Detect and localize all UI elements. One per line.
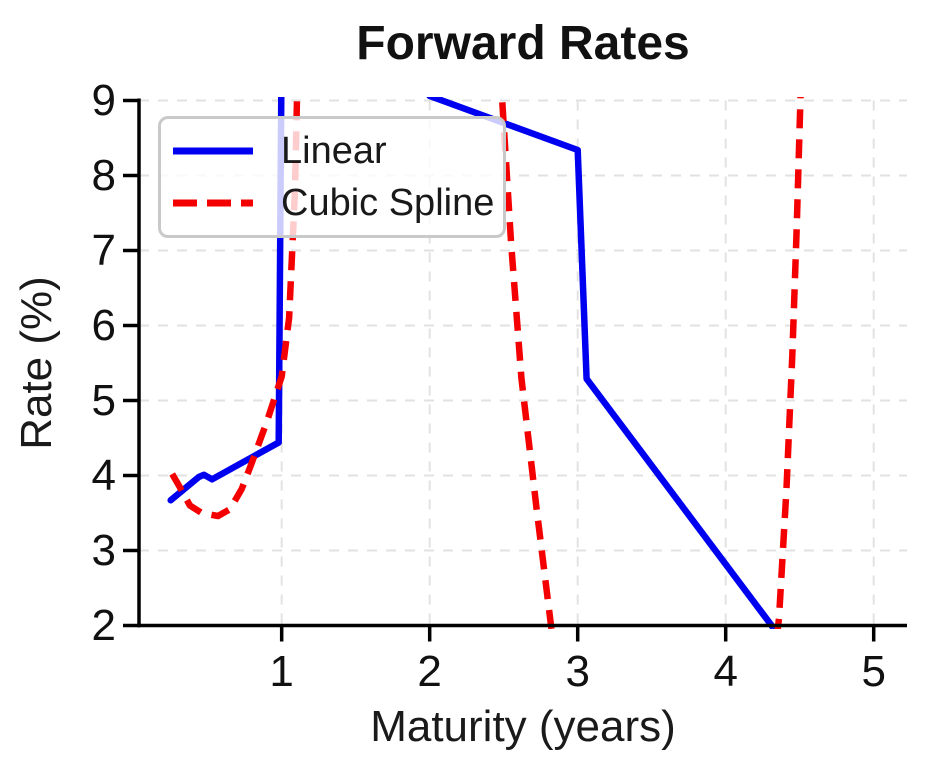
x-tick-label: 1 [269,647,294,696]
linear-series-line [167,97,779,629]
x-tick-label: 3 [565,647,590,696]
series-lines [167,97,804,629]
y-tick-label: 3 [91,525,116,575]
legend-label-linear: Linear [281,129,387,172]
legend-label-cubic-spline: Cubic Spline [281,181,495,224]
x-tick-label: 5 [861,647,886,696]
x-tick-label: 4 [713,647,738,696]
legend-item-linear: Linear [161,125,503,177]
y-tick-label: 8 [91,150,116,200]
y-tick-label: 9 [91,75,116,125]
legend-item-cubic-spline: Cubic Spline [161,177,503,229]
y-tick-label: 7 [91,225,116,275]
cubic-spline-line-swatch [173,199,253,207]
linear-line-swatch [173,147,253,155]
y-tick-label: 4 [91,450,116,500]
y-tick-label: 2 [91,600,116,650]
x-tick-label: 2 [417,647,442,696]
cubic-spline-series-line [169,97,804,629]
y-tick-label: 6 [91,300,116,350]
axis-spines [137,98,907,628]
y-tick-label: 5 [91,375,116,425]
tick-marks [123,98,876,642]
legend: Linear Cubic Spline [158,116,506,238]
x-axis-label: Maturity (years) [370,702,676,751]
chart-title: Forward Rates [356,17,690,70]
